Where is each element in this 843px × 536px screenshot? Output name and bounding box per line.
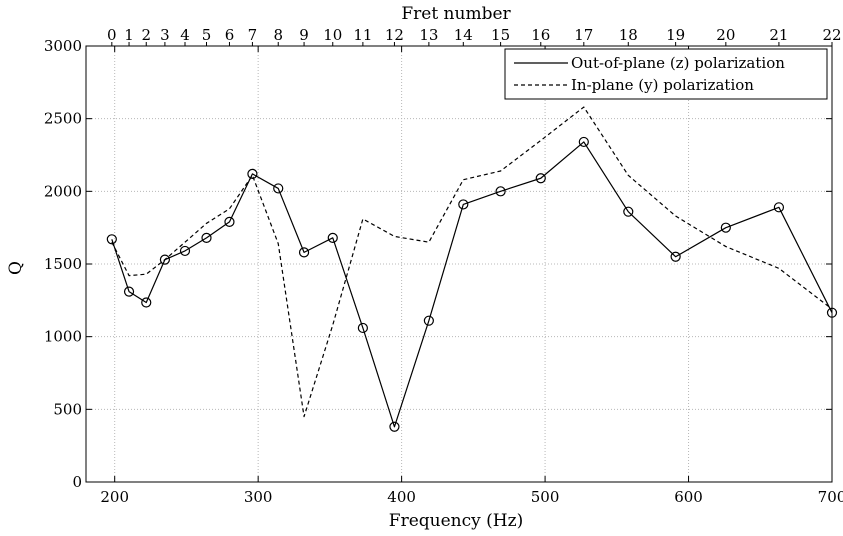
data-point-marker — [535, 173, 546, 184]
data-point-marker — [720, 222, 731, 233]
data-point-marker — [423, 315, 434, 326]
x-tick-label: 300 — [244, 488, 273, 506]
data-point-marker — [578, 136, 589, 148]
y-axis-label: Q — [6, 261, 26, 275]
data-point-marker — [298, 247, 310, 258]
top-axis-label: Fret number — [401, 4, 511, 24]
fret-tick-label: 3 — [160, 26, 170, 44]
legend-box — [504, 48, 828, 100]
series-layer — [106, 106, 838, 432]
fret-tick-label: 0 — [107, 26, 117, 44]
data-point-marker — [357, 322, 368, 334]
y-tick-label: 0 — [72, 473, 82, 491]
grid-lines — [86, 46, 832, 482]
x-axis-label: Frequency (Hz) — [389, 511, 523, 531]
fret-tick-label: 8 — [273, 26, 283, 44]
data-point-marker — [623, 206, 634, 217]
fret-tick-label: 20 — [716, 26, 735, 44]
x-tick-label: 200 — [100, 488, 129, 506]
fret-tick-label: 17 — [574, 26, 593, 44]
fret-tick-label: 12 — [385, 26, 404, 44]
data-point-marker — [670, 251, 681, 262]
x-tick-label: 400 — [387, 488, 416, 506]
fret-tick-label: 2 — [141, 26, 151, 44]
x-tick-label: 700 — [818, 488, 843, 506]
axis-ticks: 200 300 400 500 600 7000500100015002000250030… — [44, 26, 843, 506]
fret-tick-label: 1 — [124, 26, 134, 44]
y-tick-label: 2000 — [44, 182, 82, 200]
data-point-marker — [106, 234, 117, 245]
fret-tick-label: 11 — [353, 26, 372, 44]
data-point-marker — [458, 199, 469, 210]
fret-tick-label: 19 — [666, 26, 685, 44]
fret-tick-label: 15 — [491, 26, 510, 44]
data-point-marker — [247, 168, 258, 179]
y-tick-label: 1500 — [44, 255, 82, 273]
fret-tick-label: 7 — [248, 26, 258, 44]
fret-tick-label: 18 — [619, 26, 638, 44]
data-point-marker — [495, 186, 506, 197]
legend-label-solid: Out-of-plane (z) polarization — [571, 54, 785, 72]
data-point-marker — [389, 421, 400, 432]
series-line-in-plane — [111, 106, 833, 418]
data-point-marker — [273, 183, 284, 194]
legend-label-dashed: In-plane (y) polarization — [571, 76, 754, 94]
y-tick-label: 1000 — [44, 328, 82, 346]
fret-tick-label: 5 — [202, 26, 212, 44]
fret-tick-label: 22 — [822, 26, 841, 44]
fret-tick-label: 14 — [454, 26, 473, 44]
x-tick-label: 600 — [674, 488, 703, 506]
data-point-marker — [224, 216, 235, 227]
data-point-marker — [327, 232, 338, 243]
fret-tick-label: 21 — [769, 26, 788, 44]
data-point-marker — [123, 286, 135, 297]
fret-tick-label: 4 — [180, 26, 190, 44]
fret-tick-label: 6 — [225, 26, 235, 44]
data-point-marker — [773, 202, 785, 213]
data-point-marker — [141, 297, 152, 308]
x-tick-label: 500 — [531, 488, 560, 506]
fret-tick-label: 13 — [419, 26, 438, 44]
fret-tick-label: 16 — [531, 26, 550, 44]
fret-tick-label: 9 — [299, 26, 309, 44]
y-tick-label: 2500 — [44, 110, 82, 128]
data-point-marker — [201, 232, 212, 243]
y-tick-label: 500 — [53, 400, 82, 418]
series-line-out-of-plane — [111, 141, 833, 428]
fret-tick-label: 10 — [323, 26, 342, 44]
legend: Out-of-plane (z) polarization In-plane (… — [504, 48, 828, 100]
y-tick-label: 3000 — [44, 37, 82, 55]
data-point-marker — [159, 254, 171, 265]
data-point-marker — [179, 245, 191, 257]
